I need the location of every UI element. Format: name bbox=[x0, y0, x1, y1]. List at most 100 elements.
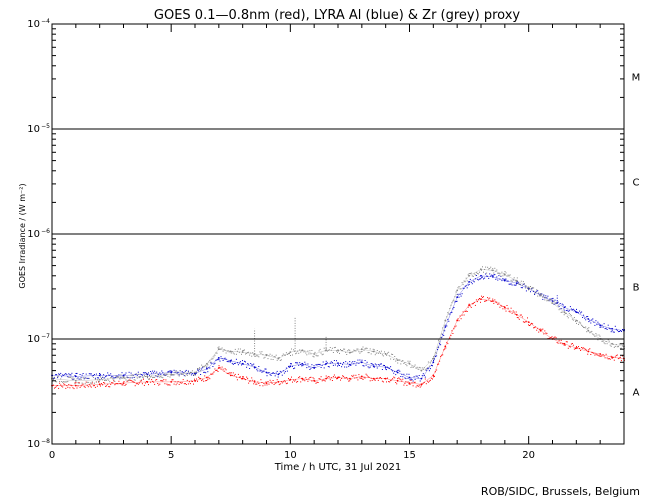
data-point bbox=[565, 312, 567, 314]
data-point bbox=[190, 374, 192, 376]
data-point bbox=[546, 297, 548, 299]
data-point bbox=[270, 381, 272, 383]
data-point bbox=[314, 366, 316, 368]
data-point bbox=[288, 365, 289, 367]
data-point bbox=[353, 349, 355, 351]
data-point bbox=[489, 273, 491, 275]
data-point bbox=[552, 299, 554, 301]
data-point bbox=[234, 373, 236, 375]
data-point bbox=[147, 377, 148, 379]
data-point bbox=[409, 360, 411, 362]
data-point bbox=[288, 378, 289, 380]
data-point bbox=[84, 386, 86, 388]
data-point bbox=[247, 352, 249, 354]
data-point bbox=[60, 378, 62, 380]
data-point bbox=[534, 292, 536, 294]
x-tick-label: 0 bbox=[49, 450, 55, 461]
data-point bbox=[463, 287, 465, 289]
data-point bbox=[229, 350, 232, 353]
data-point bbox=[298, 352, 300, 354]
data-point bbox=[530, 286, 531, 287]
data-point bbox=[535, 291, 537, 293]
data-point bbox=[523, 283, 525, 285]
data-point bbox=[415, 375, 417, 377]
data-point bbox=[537, 290, 539, 292]
data-point bbox=[358, 351, 360, 353]
data-point bbox=[115, 375, 117, 377]
data-point bbox=[317, 382, 319, 383]
data-point bbox=[245, 361, 246, 363]
data-point bbox=[480, 298, 482, 300]
data-point bbox=[496, 269, 498, 271]
data-point bbox=[190, 371, 192, 373]
data-point bbox=[282, 370, 284, 372]
data-point bbox=[62, 381, 64, 383]
data-point bbox=[237, 364, 239, 366]
data-point bbox=[444, 330, 446, 332]
data-point bbox=[137, 371, 139, 373]
data-point bbox=[303, 364, 305, 366]
data-point bbox=[128, 371, 130, 373]
data-point bbox=[470, 272, 472, 274]
data-point bbox=[265, 371, 268, 374]
data-point bbox=[144, 372, 146, 374]
data-point bbox=[330, 361, 332, 363]
data-point bbox=[309, 350, 311, 352]
y-tick-label: 10 bbox=[27, 19, 40, 30]
data-point bbox=[553, 337, 555, 339]
data-point bbox=[179, 370, 181, 372]
data-point bbox=[612, 331, 614, 333]
data-point bbox=[450, 312, 452, 314]
data-point bbox=[567, 310, 569, 312]
data-point bbox=[187, 383, 189, 385]
data-point bbox=[216, 369, 218, 371]
data-point bbox=[521, 316, 523, 318]
data-point bbox=[617, 346, 619, 348]
data-point bbox=[320, 376, 322, 378]
data-point bbox=[277, 381, 280, 383]
data-point bbox=[167, 384, 169, 386]
data-point bbox=[119, 378, 121, 380]
data-point bbox=[436, 369, 438, 371]
data-point bbox=[54, 377, 55, 379]
data-point bbox=[444, 348, 446, 350]
data-point bbox=[584, 348, 586, 350]
x-axis-title: Time / h UTC, 31 Jul 2021 bbox=[274, 462, 402, 473]
data-point bbox=[241, 351, 244, 353]
data-point bbox=[94, 386, 96, 388]
data-point bbox=[245, 353, 246, 355]
data-point bbox=[432, 357, 435, 360]
data-point bbox=[108, 374, 110, 376]
data-point bbox=[223, 358, 225, 360]
data-point bbox=[191, 373, 193, 375]
data-point bbox=[226, 372, 228, 374]
data-point bbox=[258, 366, 260, 367]
data-point bbox=[166, 373, 168, 375]
data-point bbox=[228, 372, 230, 374]
data-point bbox=[513, 277, 515, 279]
data-point bbox=[304, 361, 306, 363]
data-point bbox=[367, 352, 369, 354]
data-point bbox=[187, 370, 189, 372]
data-point bbox=[463, 314, 465, 316]
data-point bbox=[420, 369, 423, 372]
data-point bbox=[103, 382, 105, 383]
data-point bbox=[131, 374, 133, 376]
data-point bbox=[298, 377, 300, 378]
data-point bbox=[250, 380, 252, 382]
data-point bbox=[555, 337, 557, 339]
data-point bbox=[566, 315, 568, 317]
data-point bbox=[159, 383, 161, 385]
data-point bbox=[492, 268, 494, 270]
data-point bbox=[253, 363, 255, 365]
data-point bbox=[580, 350, 582, 351]
data-point bbox=[84, 383, 86, 385]
data-point bbox=[177, 371, 179, 373]
data-point bbox=[122, 375, 124, 377]
data-point bbox=[585, 319, 587, 321]
data-point bbox=[620, 347, 622, 349]
data-point bbox=[211, 362, 213, 364]
data-point bbox=[365, 347, 367, 349]
data-point bbox=[239, 376, 241, 378]
